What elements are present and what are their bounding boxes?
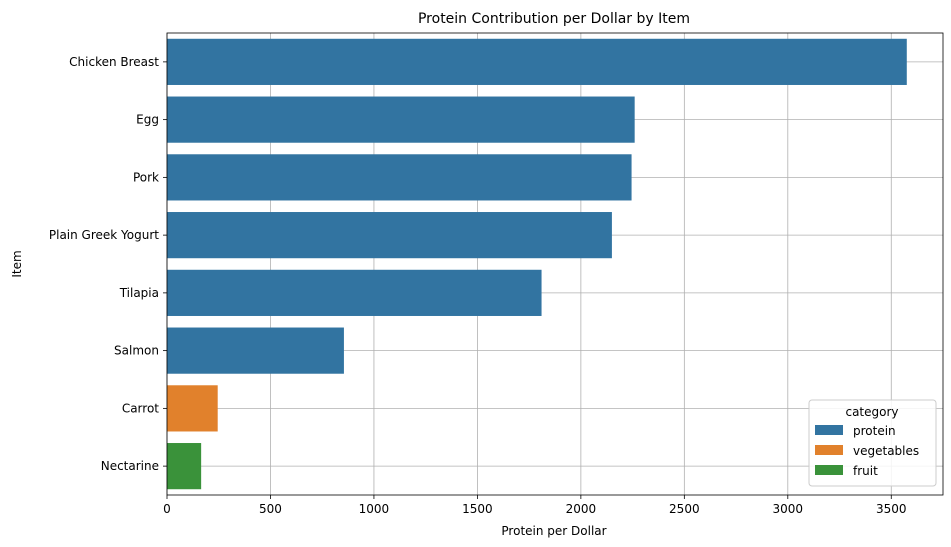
x-tick-label: 1000 — [359, 502, 390, 516]
y-tick-label: Carrot — [122, 401, 159, 415]
legend-swatch-vegetables — [815, 445, 843, 455]
legend-items: protein vegetables fruit — [815, 424, 919, 478]
plot-frame — [166, 32, 944, 496]
x-tick-label: 3000 — [773, 502, 804, 516]
legend: category protein vegetables fruit — [808, 399, 937, 487]
bars — [167, 38, 907, 490]
y-tick-label: Salmon — [114, 344, 159, 358]
legend-box — [808, 399, 937, 487]
x-tick-label: 0 — [163, 502, 171, 516]
x-tick-label: 3500 — [876, 502, 907, 516]
legend-label-protein: protein — [853, 424, 896, 438]
x-axis-ticks: 0 500 1000 1500 2000 2500 3000 3500 — [163, 495, 907, 516]
x-tick-label: 2500 — [669, 502, 700, 516]
bar-nectarine — [167, 443, 202, 490]
y-tick-label: Nectarine — [101, 459, 159, 473]
legend-label-fruit: fruit — [853, 464, 878, 478]
bar-carrot — [167, 385, 218, 432]
chart-title: Protein Contribution per Dollar by Item — [418, 11, 690, 27]
legend-title: category — [845, 405, 898, 419]
y-tick-label: Tilapia — [119, 286, 159, 300]
x-tick-label: 2000 — [566, 502, 597, 516]
bar-chicken-breast — [167, 38, 907, 85]
x-tick-label: 1500 — [462, 502, 493, 516]
bar-tilapia — [167, 269, 542, 316]
bar-plain-greek-yogurt — [167, 212, 612, 259]
y-axis-label: Item — [10, 250, 24, 277]
bar-salmon — [167, 327, 344, 374]
y-tick-label: Plain Greek Yogurt — [49, 228, 159, 242]
y-tick-label: Pork — [133, 170, 159, 184]
legend-label-vegetables: vegetables — [853, 444, 919, 458]
x-tick-label: 500 — [259, 502, 282, 516]
legend-swatch-fruit — [815, 465, 843, 475]
bar-egg — [167, 96, 635, 143]
y-tick-label: Egg — [136, 113, 159, 127]
y-axis-ticks: Chicken Breast Egg Pork Plain Greek Yogurt T… — [49, 55, 167, 473]
x-axis-label: Protein per Dollar — [501, 524, 606, 538]
y-tick-label: Chicken Breast — [69, 55, 159, 69]
bar-pork — [167, 154, 632, 201]
legend-swatch-protein — [815, 425, 843, 435]
